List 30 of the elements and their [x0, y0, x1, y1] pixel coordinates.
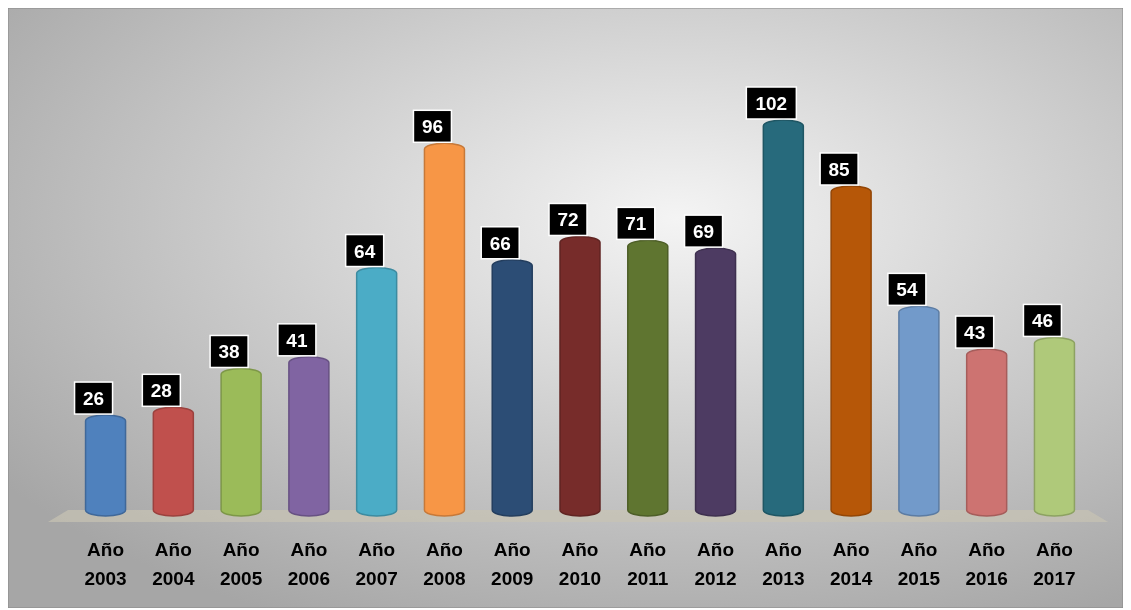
x-tick-label: Año 2013: [762, 539, 805, 589]
data-label: 43: [964, 322, 986, 344]
data-label: 96: [421, 116, 444, 138]
data-label: 26: [82, 388, 105, 410]
x-tick-label: Año 2005: [219, 539, 263, 589]
data-label: 71: [625, 213, 647, 235]
x-tick-label: Año 2004: [152, 539, 195, 589]
x-tick-label: Año 2011: [627, 539, 669, 589]
data-label: 72: [557, 209, 579, 231]
x-tick-label: Año 2008: [423, 539, 466, 589]
data-label: 28: [150, 380, 172, 402]
data-label: 102: [755, 93, 788, 114]
x-tick-label: Año 2007: [355, 539, 398, 589]
x-tick-label: Año 2016: [965, 539, 1008, 589]
data-label: 38: [218, 341, 240, 363]
x-tick-label: Año 2009: [491, 539, 534, 589]
x-tick-label: Año 2014: [829, 539, 873, 589]
data-label: 64: [354, 240, 376, 262]
x-tick-label: Año 2006: [287, 539, 331, 589]
data-label: 41: [286, 329, 308, 351]
data-label: 54: [896, 279, 918, 301]
x-tick-label: Año 2012: [694, 539, 737, 589]
data-label: 66: [489, 232, 511, 254]
data-label: 46: [1031, 310, 1054, 332]
x-tick-label: Año 2015: [897, 539, 941, 589]
x-tick-label: Año 2017: [1033, 539, 1076, 589]
x-tick-label: Año 2010: [558, 539, 602, 589]
x-tick-label: Año 2003: [84, 539, 127, 589]
data-label: 85: [828, 159, 851, 180]
data-label: 69: [692, 221, 715, 243]
